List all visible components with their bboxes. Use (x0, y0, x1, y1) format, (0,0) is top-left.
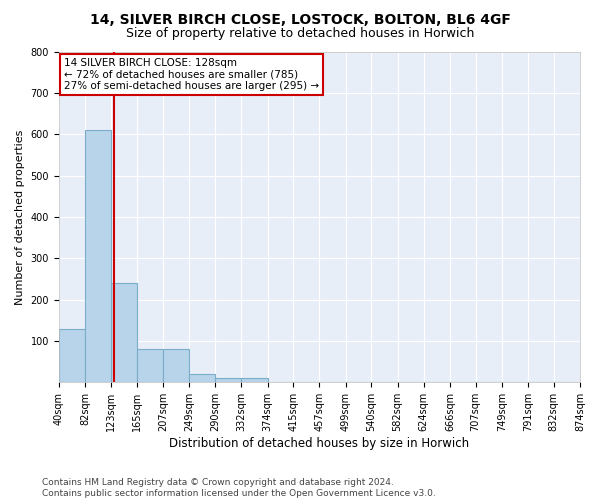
Bar (215, 378, 241, 382)
Text: Contains HM Land Registry data © Crown copyright and database right 2024.
Contai: Contains HM Land Registry data © Crown c… (42, 478, 436, 498)
Bar (110, 283, 137, 382)
Bar (241, 378, 268, 382)
Text: 14, SILVER BIRCH CLOSE, LOSTOCK, BOLTON, BL6 4GF: 14, SILVER BIRCH CLOSE, LOSTOCK, BOLTON,… (89, 12, 511, 26)
Bar (163, 350, 190, 382)
Y-axis label: Number of detached properties: Number of detached properties (15, 129, 25, 304)
Bar (137, 350, 163, 382)
Bar (190, 374, 215, 382)
Text: Size of property relative to detached houses in Horwich: Size of property relative to detached ho… (126, 28, 474, 40)
Text: 14 SILVER BIRCH CLOSE: 128sqm
← 72% of detached houses are smaller (785)
27% of : 14 SILVER BIRCH CLOSE: 128sqm ← 72% of d… (64, 58, 319, 92)
Bar (59, 328, 85, 382)
Bar (85, 130, 110, 382)
X-axis label: Distribution of detached houses by size in Horwich: Distribution of detached houses by size … (169, 437, 469, 450)
